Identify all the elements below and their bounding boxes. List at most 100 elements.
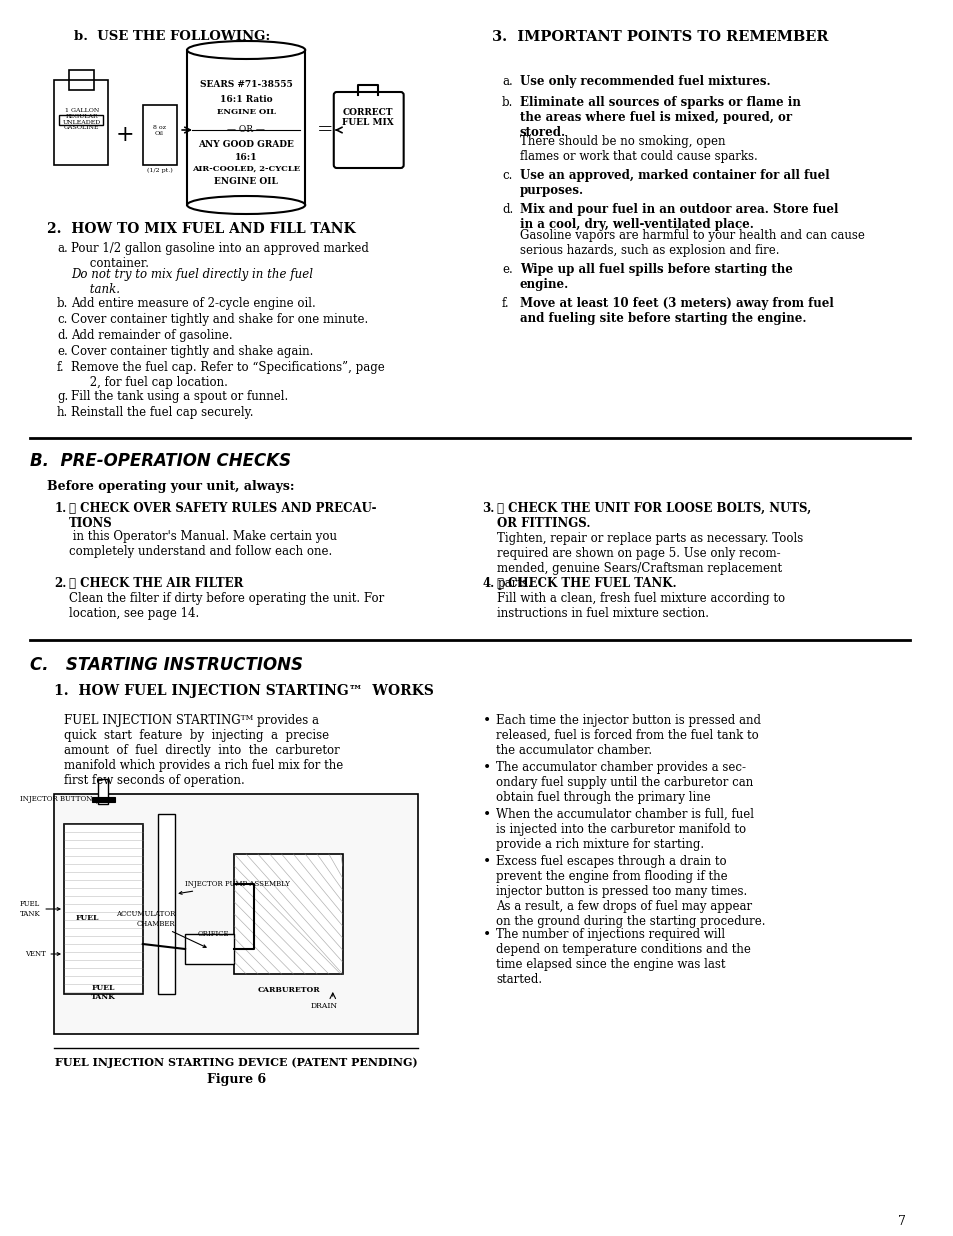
- Text: Remove the fuel cap. Refer to “Specifications”, page
     2, for fuel cap locati: Remove the fuel cap. Refer to “Specifica…: [71, 361, 384, 389]
- Text: The accumulator chamber provides a sec-
ondary fuel supply until the carburetor : The accumulator chamber provides a sec- …: [496, 761, 753, 803]
- Text: SEARS #71-38555: SEARS #71-38555: [199, 80, 293, 89]
- Bar: [64, 824, 143, 994]
- Text: b.: b.: [57, 297, 69, 310]
- Bar: [54, 794, 418, 1035]
- Bar: [91, 797, 115, 802]
- Text: 16:1 Ratio: 16:1 Ratio: [219, 95, 273, 104]
- Bar: [98, 779, 109, 803]
- Text: •: •: [482, 761, 490, 775]
- Text: When the accumulator chamber is full, fuel
is injected into the carburetor manif: When the accumulator chamber is full, fu…: [496, 808, 754, 852]
- Text: ENGINE OIL: ENGINE OIL: [216, 108, 275, 116]
- Text: d.: d.: [501, 203, 513, 216]
- Text: Before operating your unit, always:: Before operating your unit, always:: [48, 480, 294, 493]
- Ellipse shape: [187, 197, 305, 214]
- FancyBboxPatch shape: [334, 91, 403, 168]
- Text: Use an approved, marked container for all fuel
purposes.: Use an approved, marked container for al…: [519, 169, 828, 197]
- Bar: [54, 80, 109, 164]
- Text: h.: h.: [57, 405, 69, 419]
- Text: Each time the injector button is pressed and
released, fuel is forced from the f: Each time the injector button is pressed…: [496, 714, 760, 756]
- Text: AIR-COOLED, 2-CYCLE: AIR-COOLED, 2-CYCLE: [192, 164, 300, 173]
- Text: b.  USE THE FOLLOWING:: b. USE THE FOLLOWING:: [73, 30, 270, 43]
- Text: ✓ CHECK OVER SAFETY RULES AND PRECAU-
TIONS: ✓ CHECK OVER SAFETY RULES AND PRECAU- TI…: [69, 502, 376, 530]
- Text: FUEL INJECTION STARTINGᵀᴹ provides a
quick  start  feature  by  injecting  a  pr: FUEL INJECTION STARTINGᵀᴹ provides a qui…: [64, 714, 343, 787]
- Text: ORIFICE: ORIFICE: [197, 929, 229, 938]
- Text: Gasoline vapors are harmful to your health and can cause
serious hazards, such a: Gasoline vapors are harmful to your heal…: [519, 229, 863, 257]
- Text: Clean the filter if dirty before operating the unit. For
location, see page 14.: Clean the filter if dirty before operati…: [69, 592, 384, 620]
- Text: •: •: [482, 714, 490, 728]
- Text: b.: b.: [501, 96, 513, 109]
- Bar: [59, 115, 103, 125]
- Text: Add entire measure of 2-cycle engine oil.: Add entire measure of 2-cycle engine oil…: [71, 297, 315, 310]
- Text: Eliminate all sources of sparks or flame in
the areas where fuel is mixed, poure: Eliminate all sources of sparks or flame…: [519, 96, 800, 138]
- Text: 4.: 4.: [482, 577, 495, 590]
- Text: Cover container tightly and shake again.: Cover container tightly and shake again.: [71, 345, 313, 358]
- Text: Excess fuel escapes through a drain to
prevent the engine from flooding if the
i: Excess fuel escapes through a drain to p…: [496, 855, 765, 928]
- Text: The number of injections required will
depend on temperature conditions and the
: The number of injections required will d…: [496, 928, 750, 986]
- Text: ✓ CHECK THE AIR FILTER: ✓ CHECK THE AIR FILTER: [69, 577, 243, 590]
- Text: FUEL
TANK: FUEL TANK: [91, 984, 115, 1001]
- Text: =: =: [316, 121, 334, 138]
- Text: ✓ CHECK THE UNIT FOR LOOSE BOLTS, NUTS,
OR FITTINGS.: ✓ CHECK THE UNIT FOR LOOSE BOLTS, NUTS, …: [497, 502, 811, 530]
- Text: Add remainder of gasoline.: Add remainder of gasoline.: [71, 329, 233, 342]
- Text: 3.  IMPORTANT POINTS TO REMEMBER: 3. IMPORTANT POINTS TO REMEMBER: [492, 30, 828, 44]
- Text: Figure 6: Figure 6: [207, 1073, 266, 1086]
- Text: in this Operator's Manual. Make certain you
completely understand and follow eac: in this Operator's Manual. Make certain …: [69, 530, 336, 557]
- Bar: [234, 854, 342, 974]
- Text: 1.: 1.: [54, 502, 67, 515]
- Text: d.: d.: [57, 329, 69, 342]
- Text: FUEL: FUEL: [75, 913, 99, 922]
- Text: +: +: [115, 124, 134, 146]
- Text: Cover container tightly and shake for one minute.: Cover container tightly and shake for on…: [71, 313, 368, 326]
- Text: ANY GOOD GRADE: ANY GOOD GRADE: [198, 140, 294, 150]
- Text: f.: f.: [501, 297, 509, 310]
- Text: ✓ CHECK THE FUEL TANK.: ✓ CHECK THE FUEL TANK.: [497, 577, 676, 590]
- Text: (1/2 pt.): (1/2 pt.): [147, 168, 172, 173]
- Text: c.: c.: [57, 313, 68, 326]
- Text: Fill the tank using a spout or funnel.: Fill the tank using a spout or funnel.: [71, 391, 288, 403]
- Text: f.: f.: [57, 361, 65, 375]
- Text: Tighten, repair or replace parts as necessary. Tools
required are shown on page : Tighten, repair or replace parts as nece…: [497, 531, 802, 590]
- Text: 8 oz
Oil: 8 oz Oil: [152, 125, 166, 136]
- Bar: [69, 70, 93, 90]
- Text: There should be no smoking, open
flames or work that could cause sparks.: There should be no smoking, open flames …: [519, 135, 757, 163]
- Bar: [143, 105, 177, 164]
- Text: FUEL INJECTION STARTING DEVICE (PATENT PENDING): FUEL INJECTION STARTING DEVICE (PATENT P…: [55, 1057, 417, 1068]
- Text: 2.  HOW TO MIX FUEL AND FILL TANK: 2. HOW TO MIX FUEL AND FILL TANK: [48, 222, 355, 236]
- Text: DRAIN: DRAIN: [311, 1002, 337, 1010]
- Ellipse shape: [187, 41, 305, 59]
- Text: •: •: [482, 928, 490, 942]
- Text: g.: g.: [57, 391, 69, 403]
- Bar: [185, 934, 234, 964]
- Text: Reinstall the fuel cap securely.: Reinstall the fuel cap securely.: [71, 405, 253, 419]
- Text: 3.: 3.: [482, 502, 495, 515]
- Bar: [157, 815, 175, 994]
- Text: •: •: [482, 808, 490, 822]
- Text: B.  PRE-OPERATION CHECKS: B. PRE-OPERATION CHECKS: [30, 452, 291, 470]
- Text: •: •: [482, 855, 490, 869]
- Bar: [187, 49, 305, 205]
- Text: a.: a.: [57, 242, 68, 255]
- Text: ENGINE OIL: ENGINE OIL: [214, 177, 277, 185]
- Text: 7: 7: [897, 1215, 904, 1229]
- Text: Fill with a clean, fresh fuel mixture according to
instructions in fuel mixture : Fill with a clean, fresh fuel mixture ac…: [497, 592, 784, 620]
- Text: 16:1: 16:1: [234, 153, 257, 162]
- Text: e.: e.: [501, 263, 513, 276]
- Text: CORRECT
FUEL MIX: CORRECT FUEL MIX: [342, 108, 394, 127]
- Text: ACCUMULATOR
CHAMBER: ACCUMULATOR CHAMBER: [115, 911, 206, 947]
- Text: CARBURETOR: CARBURETOR: [257, 986, 319, 994]
- Text: Mix and pour fuel in an outdoor area. Store fuel
in a cool, dry, well-ventilated: Mix and pour fuel in an outdoor area. St…: [519, 203, 838, 231]
- Text: Do not try to mix fuel directly in the fuel
     tank.: Do not try to mix fuel directly in the f…: [71, 268, 313, 295]
- Text: — OR —: — OR —: [227, 125, 265, 133]
- Text: Use only recommended fuel mixtures.: Use only recommended fuel mixtures.: [519, 75, 770, 88]
- Text: VENT: VENT: [25, 950, 60, 958]
- Text: a.: a.: [501, 75, 513, 88]
- Text: Pour 1/2 gallon gasoline into an approved marked
     container.: Pour 1/2 gallon gasoline into an approve…: [71, 242, 369, 269]
- Text: FUEL
TANK: FUEL TANK: [20, 900, 60, 917]
- Text: 1.  HOW FUEL INJECTION STARTING™  WORKS: 1. HOW FUEL INJECTION STARTING™ WORKS: [54, 684, 434, 698]
- Text: C.   STARTING INSTRUCTIONS: C. STARTING INSTRUCTIONS: [30, 656, 302, 674]
- Text: INJECTOR BUTTON: INJECTOR BUTTON: [20, 795, 99, 803]
- Text: e.: e.: [57, 345, 68, 358]
- Text: Move at least 10 feet (3 meters) away from fuel
and fueling site before starting: Move at least 10 feet (3 meters) away fr…: [519, 297, 833, 325]
- Text: Wipe up all fuel spills before starting the
engine.: Wipe up all fuel spills before starting …: [519, 263, 792, 290]
- Text: 2.: 2.: [54, 577, 67, 590]
